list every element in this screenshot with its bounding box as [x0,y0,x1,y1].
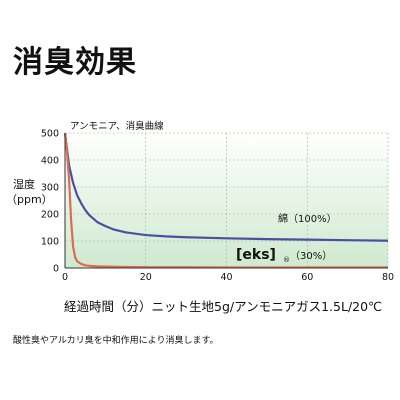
x-tick-label: 40 [220,272,232,283]
x-tick-label: 20 [140,272,152,283]
x-tick-label: 60 [301,272,313,283]
eks-brand-label: [eks] [236,247,276,263]
eks-percent-label: （30%） [290,250,332,262]
y-axis-label: 湿度 （ppm） [6,177,53,207]
page-title: 消臭効果 [13,45,137,80]
y-tick-label: 100 [41,237,59,248]
description-note: 酸性臭やアルカリ臭を中和作用により消臭します。 [13,336,219,346]
series-lines [63,132,389,269]
y-tick-label: 300 [41,183,59,194]
series-line-cotton [63,132,389,242]
chart-subtitle: アンモニア、消臭曲線 [70,121,164,132]
x-axis-label: 経過時間（分）ニット生地5g/アンモニアガス1.5L/20℃ [64,299,383,314]
y-tick-label: 200 [41,210,59,221]
y-tick-labels: 0 100 200 300 400 500 [41,129,59,275]
y-axis-label-line2: （ppm） [6,193,53,206]
x-tick-label: 80 [382,272,394,283]
y-tick-label: 500 [41,129,59,140]
eks-registered-mark: ® [283,256,290,264]
y-tick-label: 400 [41,156,59,167]
x-tick-labels: 0 20 40 60 80 [62,272,394,283]
eks-series-label: [eks] ® （30%） [236,247,332,264]
y-tick-label: 0 [53,264,59,275]
series-line-eks [63,132,388,269]
cotton-series-label: 綿（100%） [278,212,337,225]
x-tick-label: 0 [62,272,68,283]
y-axis-label-line1: 湿度 [13,178,35,191]
grid-lines [65,132,389,268]
